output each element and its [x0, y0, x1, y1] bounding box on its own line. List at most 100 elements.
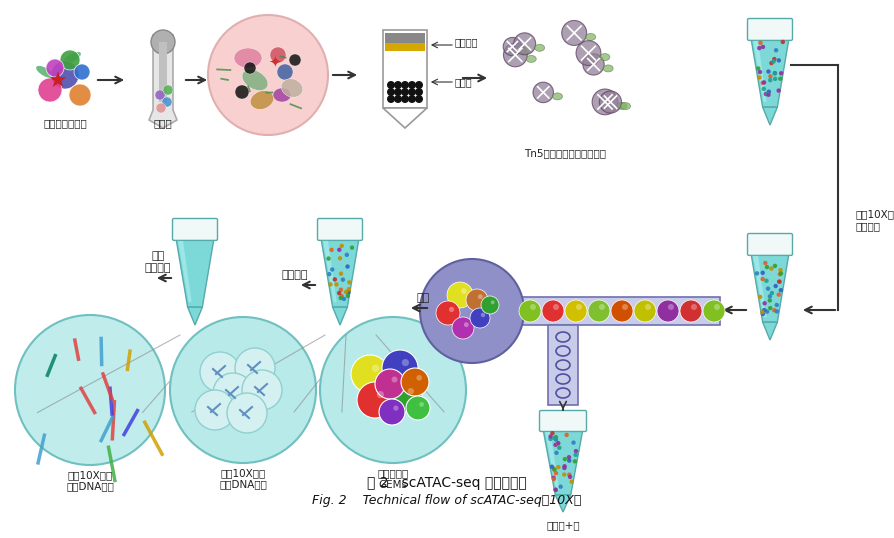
Circle shape [550, 431, 554, 435]
Circle shape [772, 308, 777, 313]
Circle shape [567, 458, 571, 463]
Circle shape [553, 435, 558, 439]
Circle shape [372, 365, 379, 372]
FancyBboxPatch shape [747, 233, 792, 256]
Bar [159, 42, 167, 102]
Circle shape [478, 294, 483, 299]
Circle shape [772, 71, 777, 75]
Ellipse shape [552, 93, 562, 100]
Circle shape [328, 282, 333, 287]
Circle shape [347, 287, 351, 292]
Circle shape [556, 441, 561, 445]
Circle shape [401, 95, 409, 103]
Circle shape [761, 45, 765, 49]
Circle shape [406, 396, 430, 420]
Polygon shape [753, 256, 767, 317]
Circle shape [417, 375, 422, 380]
Bar [383, 30, 427, 108]
Circle shape [235, 348, 275, 388]
Polygon shape [383, 108, 427, 128]
Circle shape [466, 289, 488, 311]
Text: Fig. 2    Technical flow of scATAC-seq（10X）: Fig. 2 Technical flow of scATAC-seq（10X） [312, 494, 582, 507]
Circle shape [553, 443, 558, 447]
Circle shape [270, 47, 286, 63]
Polygon shape [333, 307, 348, 325]
Circle shape [163, 85, 173, 95]
Circle shape [333, 277, 337, 281]
Polygon shape [763, 322, 778, 340]
Circle shape [564, 433, 569, 437]
Ellipse shape [603, 65, 613, 72]
Circle shape [330, 267, 334, 272]
Circle shape [622, 304, 628, 310]
Circle shape [401, 368, 429, 396]
Circle shape [567, 455, 571, 459]
Circle shape [553, 304, 559, 310]
Circle shape [764, 279, 769, 283]
Circle shape [779, 288, 783, 292]
Bar [385, 33, 425, 43]
Circle shape [772, 57, 777, 61]
Circle shape [376, 391, 384, 398]
Circle shape [327, 272, 332, 277]
Circle shape [345, 264, 350, 269]
Circle shape [387, 95, 395, 103]
Circle shape [576, 304, 582, 310]
Circle shape [346, 291, 350, 295]
Circle shape [60, 50, 80, 70]
Circle shape [375, 369, 405, 399]
Circle shape [436, 301, 460, 325]
Circle shape [346, 289, 350, 294]
Circle shape [329, 247, 333, 252]
Circle shape [289, 54, 301, 66]
Circle shape [757, 75, 762, 80]
Circle shape [415, 95, 423, 103]
Ellipse shape [620, 103, 630, 110]
Polygon shape [149, 35, 177, 128]
Circle shape [69, 84, 91, 106]
Circle shape [768, 78, 772, 82]
Circle shape [762, 80, 766, 84]
Circle shape [350, 245, 354, 250]
Circle shape [772, 59, 776, 63]
Circle shape [227, 393, 267, 433]
Ellipse shape [586, 33, 595, 40]
Polygon shape [753, 41, 767, 102]
Circle shape [382, 350, 418, 386]
Circle shape [766, 286, 771, 291]
Circle shape [775, 309, 779, 314]
Circle shape [703, 300, 725, 322]
Text: 匀浆器: 匀浆器 [154, 118, 173, 128]
Circle shape [533, 82, 553, 103]
FancyBboxPatch shape [539, 410, 586, 431]
Circle shape [777, 58, 781, 62]
Text: 集中
去除油相: 集中 去除油相 [145, 251, 172, 273]
Circle shape [408, 88, 416, 96]
Circle shape [420, 259, 524, 363]
Text: 收集: 收集 [417, 293, 430, 303]
Ellipse shape [282, 79, 303, 97]
Circle shape [756, 66, 761, 70]
Circle shape [562, 457, 567, 461]
Circle shape [758, 70, 763, 74]
Circle shape [344, 290, 348, 294]
Circle shape [645, 304, 651, 310]
Circle shape [599, 304, 605, 310]
Circle shape [481, 313, 485, 317]
Circle shape [762, 87, 766, 91]
Circle shape [779, 268, 782, 272]
Circle shape [195, 390, 235, 430]
Circle shape [765, 92, 770, 96]
Text: 带有10X条形
码的DNA片段: 带有10X条形 码的DNA片段 [66, 470, 114, 492]
Circle shape [15, 315, 165, 465]
Circle shape [556, 441, 561, 445]
Circle shape [481, 296, 499, 314]
Ellipse shape [250, 90, 274, 109]
Circle shape [357, 382, 393, 418]
Circle shape [778, 279, 782, 284]
Text: 带有10X条形
码的DNA片段: 带有10X条形 码的DNA片段 [219, 468, 267, 490]
Circle shape [778, 76, 782, 81]
Circle shape [562, 464, 567, 469]
Circle shape [548, 437, 552, 441]
Ellipse shape [535, 44, 544, 51]
